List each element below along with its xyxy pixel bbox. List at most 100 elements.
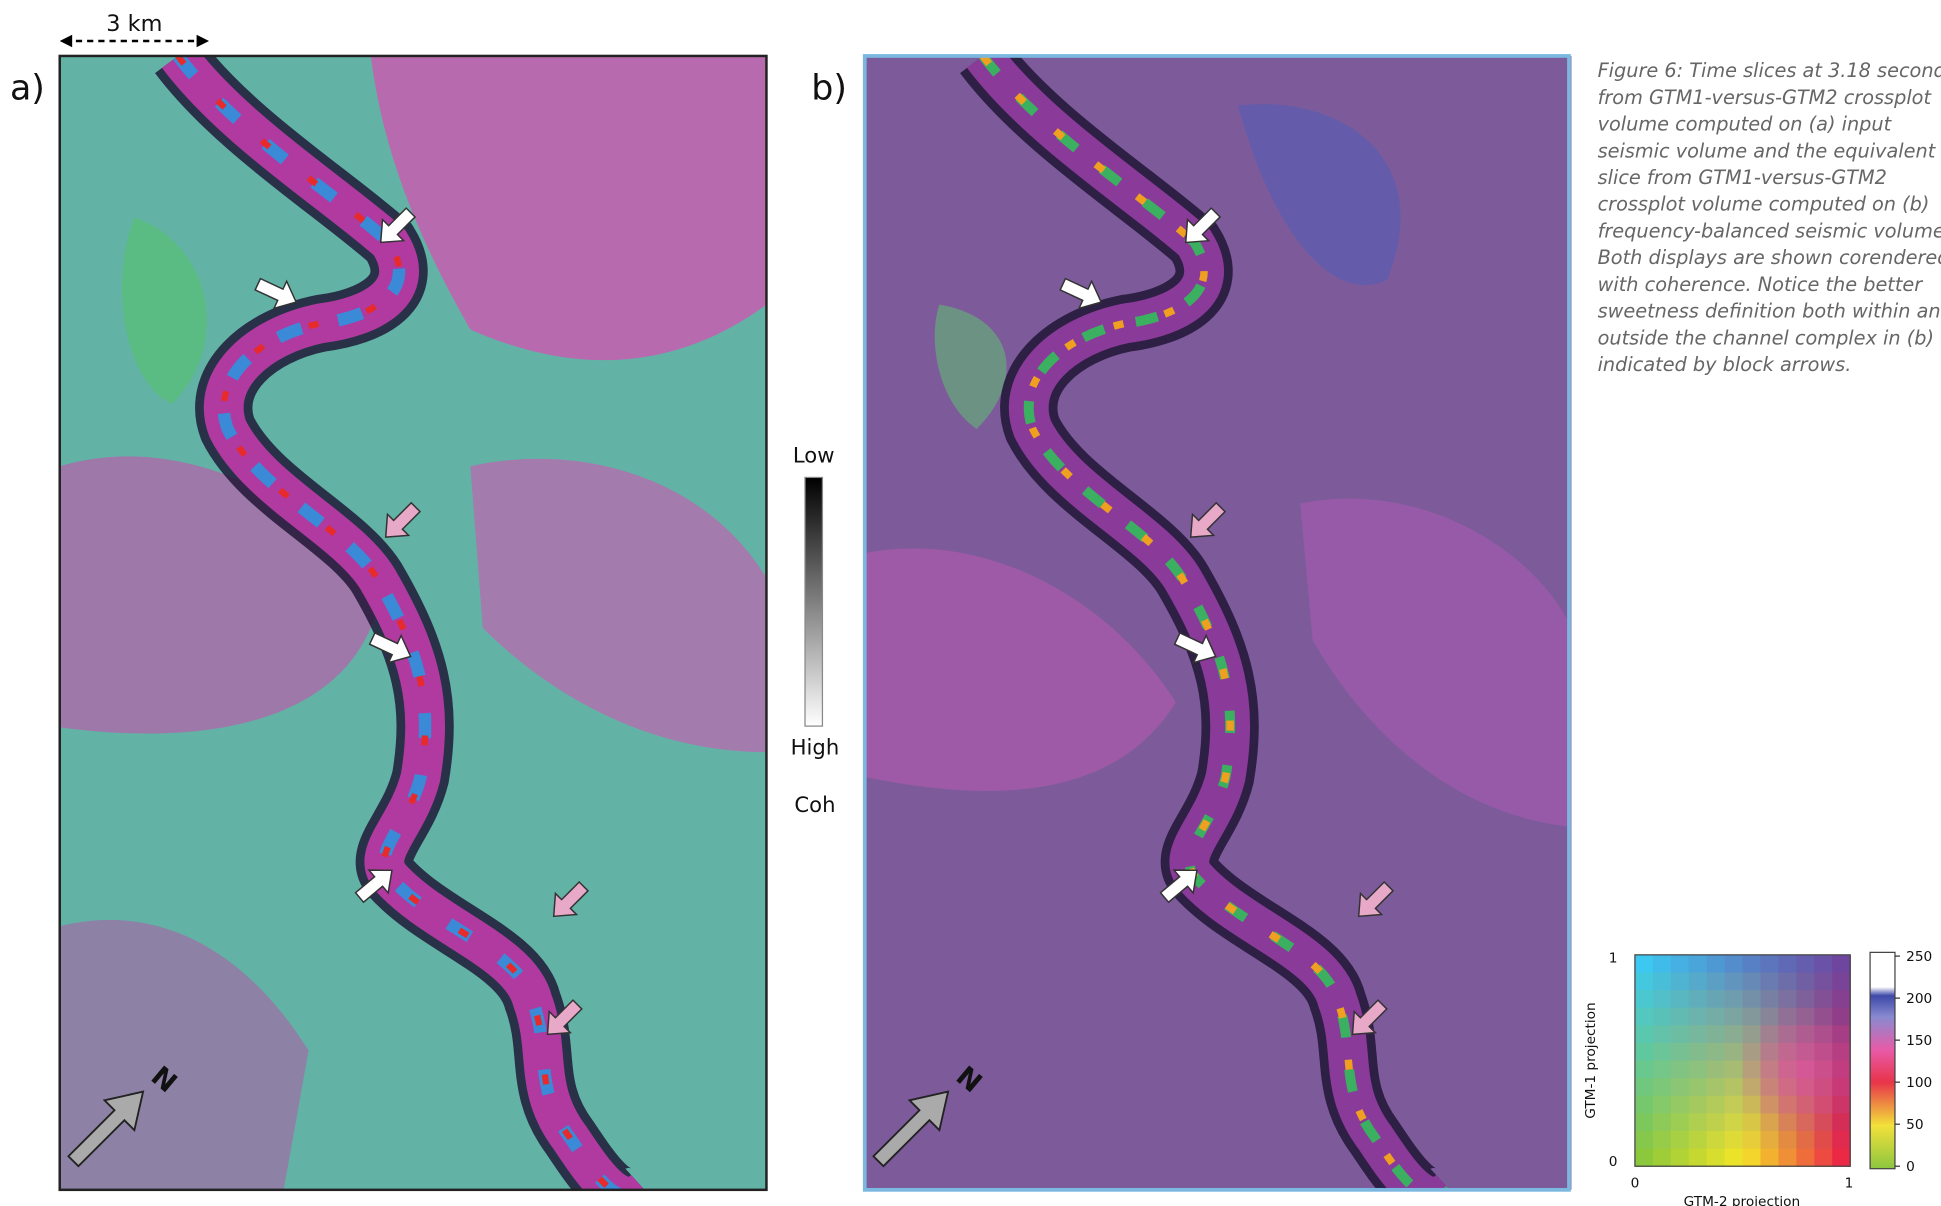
colormap-cell: [1671, 990, 1690, 1008]
colormap-cell: [1653, 1078, 1672, 1096]
colormap-cell: [1653, 1131, 1672, 1149]
colormap-cell: [1671, 1113, 1690, 1131]
colormap-cell: [1832, 990, 1851, 1008]
colormap-cell: [1707, 1113, 1726, 1131]
colormap-cell: [1778, 1078, 1797, 1096]
colormap-cell: [1653, 972, 1672, 990]
colormap-cell: [1760, 1078, 1779, 1096]
colormap-cell: [1725, 955, 1744, 973]
colormap-cell: [1671, 1149, 1690, 1167]
caption: Figure 6: Time slices at 3.18 secondsfro…: [1598, 59, 1941, 376]
colormap-cell: [1814, 990, 1833, 1008]
colormap-cell: [1725, 1043, 1744, 1061]
caption-line: outside the channel complex in (b) as: [1598, 326, 1941, 349]
colormap-cell: [1814, 1078, 1833, 1096]
colormap-cell: [1743, 1078, 1762, 1096]
colormap-cell: [1707, 972, 1726, 990]
colormap-cell: [1743, 955, 1762, 973]
value-colorbar: [1870, 952, 1895, 1168]
colormap-cell: [1814, 1043, 1833, 1061]
colormap-cell: [1671, 1096, 1690, 1114]
colormap-cell: [1796, 1149, 1815, 1167]
panel-a-map: [60, 56, 767, 1197]
colormap-cell: [1671, 1008, 1690, 1026]
colormap-cell: [1671, 972, 1690, 990]
colormap-cell: [1743, 1025, 1762, 1043]
colormap-cell: [1832, 1113, 1851, 1131]
x-axis-label: GTM-2 projection: [1684, 1194, 1801, 1206]
colormap-cell: [1653, 1008, 1672, 1026]
colormap-cell: [1707, 1025, 1726, 1043]
colormap-cell: [1671, 1131, 1690, 1149]
colormap-cell: [1689, 955, 1708, 973]
colormap-cell: [1725, 1096, 1744, 1114]
colormap-cell: [1635, 1061, 1654, 1079]
colormap-cell: [1653, 1043, 1672, 1061]
colormap-cell: [1778, 990, 1797, 1008]
colorbar-title: Coh: [794, 792, 835, 817]
colormap-cell: [1743, 1043, 1762, 1061]
colormap-cell: [1760, 990, 1779, 1008]
colormap-cell: [1725, 1131, 1744, 1149]
colormap-cell: [1796, 1131, 1815, 1149]
colormap-cell: [1760, 955, 1779, 973]
y-tick-label: 0: [1609, 1154, 1618, 1170]
colormap-cell: [1689, 1025, 1708, 1043]
colormap-cell: [1796, 955, 1815, 973]
colormap-cell: [1653, 1149, 1672, 1167]
colormap-cell: [1689, 1008, 1708, 1026]
colormap-cell: [1743, 1061, 1762, 1079]
colormap-cell: [1814, 1061, 1833, 1079]
colormap-cell: [1832, 1096, 1851, 1114]
colormap-cell: [1814, 1096, 1833, 1114]
caption-line: volume computed on (a) input: [1598, 113, 1893, 136]
colormap-cell: [1707, 1096, 1726, 1114]
colormap-cell: [1778, 1096, 1797, 1114]
colormap-cell: [1707, 1061, 1726, 1079]
colorbar-tick-label: 100: [1906, 1075, 1932, 1091]
colorbar-ticks: 250200150100500: [1895, 949, 1932, 1175]
colormap-cell: [1796, 972, 1815, 990]
colormap-cell: [1635, 1131, 1654, 1149]
x-tick-label: 1: [1845, 1175, 1854, 1191]
colormap-cell: [1796, 1008, 1815, 1026]
caption-line: crossplot volume computed on (b): [1598, 193, 1930, 216]
colormap-cell: [1725, 972, 1744, 990]
colormap-cell: [1814, 1113, 1833, 1131]
colormap-cell: [1832, 1061, 1851, 1079]
colormap-cell: [1653, 1096, 1672, 1114]
colormap-cell: [1832, 972, 1851, 990]
colormap-cell: [1689, 1096, 1708, 1114]
colormap-cell: [1814, 972, 1833, 990]
colormap-cell: [1689, 1113, 1708, 1131]
colormap-cell: [1796, 1043, 1815, 1061]
colormap-cell: [1796, 1078, 1815, 1096]
colormap-cell: [1760, 972, 1779, 990]
figure: 3 km a) b) N N Low: [0, 0, 1941, 1206]
colormap-cell: [1760, 1008, 1779, 1026]
colorbar-tick-label: 50: [1906, 1117, 1923, 1133]
colormap-cell: [1689, 1043, 1708, 1061]
colormap-cell: [1778, 1008, 1797, 1026]
colormap-cell: [1778, 1061, 1797, 1079]
crossplot-colormap: [1635, 955, 1851, 1167]
colormap-cell: [1707, 955, 1726, 973]
colormap-cell: [1796, 990, 1815, 1008]
colormap-cell: [1814, 1149, 1833, 1167]
colormap-cell: [1635, 1078, 1654, 1096]
colormap-cell: [1760, 1096, 1779, 1114]
colormap-cell: [1671, 1078, 1690, 1096]
colormap-cell: [1743, 972, 1762, 990]
colormap-cell: [1635, 990, 1654, 1008]
colormap-cell: [1778, 1113, 1797, 1131]
colormap-cell: [1725, 990, 1744, 1008]
colorbar-tick-label: 0: [1906, 1159, 1915, 1175]
colormap-cell: [1832, 1131, 1851, 1149]
colormap-cell: [1653, 955, 1672, 973]
colormap-cell: [1635, 972, 1654, 990]
colormap-cell: [1814, 1131, 1833, 1149]
colormap-cell: [1689, 1149, 1708, 1167]
colormap-cell: [1689, 990, 1708, 1008]
colormap-cell: [1635, 955, 1654, 973]
colormap-cell: [1832, 1008, 1851, 1026]
